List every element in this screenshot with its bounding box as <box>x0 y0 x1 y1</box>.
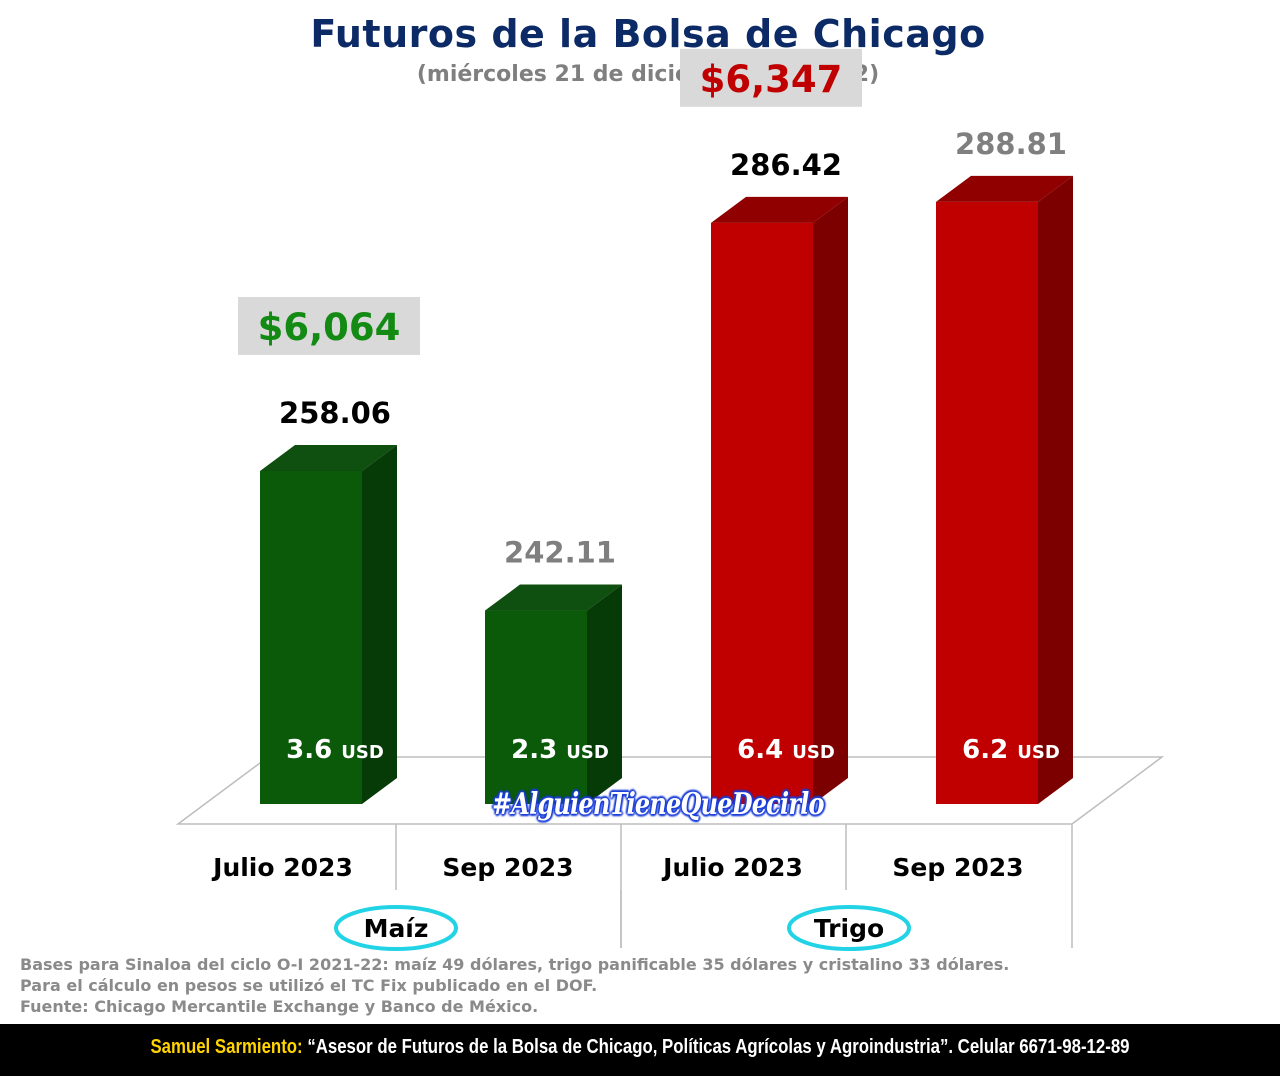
bar-side <box>362 444 397 804</box>
bar-value-label: 288.81 <box>955 127 1067 161</box>
group-label: Maíz <box>364 914 429 943</box>
bar-top <box>936 175 1073 202</box>
bar-usd-unit: USD <box>341 742 384 763</box>
bar-usd-amount: 3.6 <box>286 735 341 765</box>
bar-side <box>1038 175 1073 805</box>
footer-author: Samuel Sarmiento: <box>150 1036 303 1058</box>
x-tick-label: Julio 2023 <box>211 853 353 882</box>
bar-side <box>587 584 622 804</box>
bar-usd-label: 2.3 USD <box>511 735 609 765</box>
bar-value-label: 258.06 <box>279 396 391 430</box>
bar-top <box>711 196 848 223</box>
group-label-ellipse <box>334 905 458 951</box>
footer-text: Samuel Sarmiento: “Asesor de Futuros de … <box>102 1036 1177 1059</box>
bar-usd-label: 6.2 USD <box>962 735 1060 765</box>
bar-usd-unit: USD <box>792 742 835 763</box>
peso-price-label: $6,347 <box>700 58 843 101</box>
note-bases: Bases para Sinaloa del ciclo O-I 2021-22… <box>20 955 1010 974</box>
x-tick-label: Julio 2023 <box>661 853 803 882</box>
bar-top <box>485 584 622 611</box>
group-label: Trigo <box>814 914 884 943</box>
bar-usd-unit: USD <box>566 742 609 763</box>
bar <box>260 470 362 804</box>
peso-price-box <box>238 296 420 355</box>
chart-title: Futuros de la Bolsa de Chicago <box>310 12 986 56</box>
group-label-ellipse <box>787 905 911 951</box>
bar-value-label: 242.11 <box>504 536 616 570</box>
bar-usd-amount: 2.3 <box>511 735 566 765</box>
hashtag-watermark: #AlguienTieneQueDecirlo <box>492 787 824 822</box>
bar-side <box>813 196 848 804</box>
chart-notes: Bases para Sinaloa del ciclo O-I 2021-22… <box>20 954 1220 1017</box>
bar-usd-label: 6.4 USD <box>737 735 835 765</box>
peso-price-box <box>680 48 862 107</box>
bar <box>936 201 1038 805</box>
bar-usd-label: 3.6 USD <box>286 735 384 765</box>
bar-usd-amount: 6.2 <box>962 735 1017 765</box>
note-source: Fuente: Chicago Mercantile Exchange y Ba… <box>20 997 539 1016</box>
x-tick-label: Sep 2023 <box>442 853 573 882</box>
bar-usd-amount: 6.4 <box>737 735 792 765</box>
footer-description: “Asesor de Futuros de la Bolsa de Chicag… <box>302 1036 1130 1058</box>
x-tick-label: Sep 2023 <box>892 853 1023 882</box>
note-exchange-rate: Para el cálculo en pesos se utilizó el T… <box>20 976 598 995</box>
bar-top <box>260 444 397 471</box>
bar-usd-unit: USD <box>1017 742 1060 763</box>
bar-value-label: 286.42 <box>730 148 842 182</box>
bar <box>711 222 813 804</box>
chart-floor <box>175 756 1165 825</box>
bar <box>485 610 587 804</box>
footer-bar: Samuel Sarmiento: “Asesor de Futuros de … <box>0 1024 1280 1076</box>
peso-price-label: $6,064 <box>258 306 401 349</box>
